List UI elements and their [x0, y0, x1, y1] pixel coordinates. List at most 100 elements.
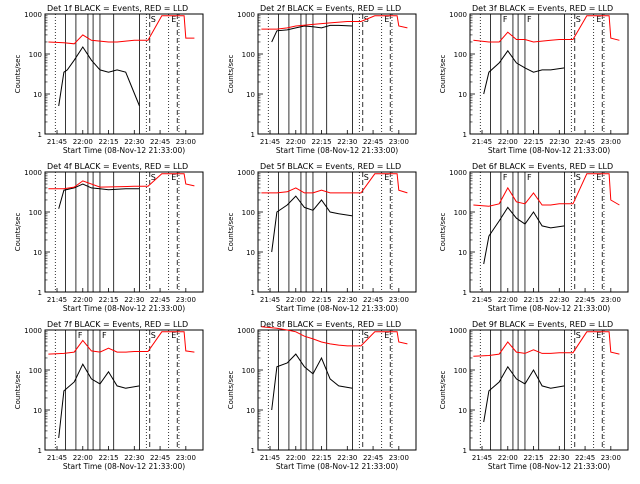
- x-tick-label: 22:15: [98, 454, 118, 462]
- y-tick-label: 1: [251, 289, 255, 297]
- series-lld-line: [48, 173, 195, 190]
- x-tick-label: 21:45: [472, 138, 492, 146]
- y-tick-label: 100: [454, 367, 467, 375]
- y-tick-label: 1000: [449, 327, 467, 335]
- y-axis-label: Counts/sec: [227, 371, 235, 410]
- y-axis-label: Counts/sec: [14, 55, 22, 94]
- x-tick-label: 22:45: [363, 454, 383, 462]
- x-tick-label: 23:00: [601, 296, 621, 304]
- x-tick-label: 22:30: [124, 138, 144, 146]
- series-lld-line: [261, 326, 408, 347]
- x-tick-label: 22:45: [150, 454, 170, 462]
- y-tick-label: 100: [242, 51, 255, 59]
- y-tick-label: 10: [458, 407, 467, 415]
- flare-label: F: [78, 331, 83, 340]
- panel-title: Det 3f BLACK = Events, RED = LLD: [472, 4, 613, 13]
- y-tick-label: 1: [38, 289, 42, 297]
- panel-det-1: Det 1f BLACK = Events, RED = LLD 1 10 100 10…: [14, 4, 204, 155]
- x-tick-label: 22:00: [286, 454, 306, 462]
- x-tick-label: 22:45: [363, 296, 383, 304]
- x-tick-label: 22:15: [311, 296, 331, 304]
- panel-det-7: Det 7f BLACK = Events, RED = LLD 1 10 100 10…: [14, 320, 204, 471]
- y-tick-label: 100: [29, 367, 42, 375]
- x-tick-label: 21:45: [47, 454, 67, 462]
- x-tick-label: 22:30: [549, 138, 569, 146]
- y-tick-label: 100: [242, 209, 255, 217]
- x-tick-label: 23:00: [601, 138, 621, 146]
- series-lld-line: [261, 173, 408, 194]
- x-axis-label: Start Time (08-Nov-12 21:33:00): [488, 146, 610, 155]
- y-axis-label: Counts/sec: [439, 55, 447, 94]
- series-events-line: [271, 195, 353, 253]
- end-marker-label: E: [384, 15, 389, 24]
- x-tick-label: 22:00: [286, 296, 306, 304]
- y-tick-label: 1000: [449, 169, 467, 177]
- end-marker-label: E: [596, 331, 601, 340]
- x-tick-label: 22:30: [337, 296, 357, 304]
- x-tick-label: 22:30: [124, 454, 144, 462]
- y-axis-label: Counts/sec: [439, 371, 447, 410]
- x-axis-label: Start Time (08-Nov-12 21:33:00): [276, 304, 398, 313]
- x-tick-label: 23:00: [389, 454, 409, 462]
- y-tick-label: 100: [29, 51, 42, 59]
- x-axis-label: Start Time (08-Nov-12 21:33:00): [276, 146, 398, 155]
- x-tick-label: 21:45: [260, 454, 280, 462]
- y-tick-label: 10: [33, 407, 42, 415]
- plot-frame: [257, 13, 417, 135]
- plot-frame: [469, 171, 629, 293]
- y-tick-label: 1: [251, 131, 255, 139]
- series-lld-line: [473, 331, 620, 357]
- series-events-line: [58, 363, 140, 439]
- x-axis-label: Start Time (08-Nov-12 21:33:00): [488, 304, 610, 313]
- start-marker-label: S: [364, 173, 369, 182]
- start-marker-label: S: [576, 15, 581, 24]
- y-tick-label: 100: [29, 209, 42, 217]
- x-tick-label: 22:00: [498, 296, 518, 304]
- plot-frame: [44, 329, 204, 451]
- start-marker-label: S: [151, 173, 156, 182]
- y-axis-label: Counts/sec: [227, 213, 235, 252]
- x-tick-label: 23:00: [601, 454, 621, 462]
- y-tick-label: 10: [33, 249, 42, 257]
- end-marker-label: E: [384, 173, 389, 182]
- x-tick-label: 23:00: [176, 454, 196, 462]
- x-tick-label: 22:00: [73, 296, 93, 304]
- x-tick-label: 22:15: [523, 454, 543, 462]
- flare-label: F: [527, 173, 532, 182]
- x-tick-label: 22:30: [549, 454, 569, 462]
- panel-title: Det 7f BLACK = Events, RED = LLD: [47, 320, 188, 329]
- series-events-line: [271, 24, 353, 43]
- x-tick-label: 21:45: [260, 138, 280, 146]
- panel-det-4: Det 4f BLACK = Events, RED = LLD 1 10 100 10…: [14, 162, 204, 313]
- x-tick-label: 21:45: [47, 138, 67, 146]
- x-tick-label: 22:15: [98, 138, 118, 146]
- x-tick-label: 22:00: [73, 454, 93, 462]
- y-axis-label: Counts/sec: [14, 371, 22, 410]
- x-tick-label: 21:45: [472, 296, 492, 304]
- y-tick-label: 1: [38, 131, 42, 139]
- x-tick-label: 21:45: [260, 296, 280, 304]
- x-tick-label: 22:15: [311, 138, 331, 146]
- panel-title: Det 8f BLACK = Events, RED = LLD: [260, 320, 401, 329]
- end-marker-label: E: [596, 15, 601, 24]
- x-axis-label: Start Time (08-Nov-12 21:33:00): [63, 462, 185, 471]
- flare-label: F: [503, 15, 508, 24]
- x-tick-label: 23:00: [389, 138, 409, 146]
- x-axis-label: Start Time (08-Nov-12 21:33:00): [63, 146, 185, 155]
- x-tick-label: 22:30: [337, 454, 357, 462]
- y-tick-label: 1: [38, 447, 42, 455]
- x-tick-label: 21:45: [47, 296, 67, 304]
- y-tick-label: 10: [458, 249, 467, 257]
- y-tick-label: 10: [458, 91, 467, 99]
- y-tick-label: 10: [246, 407, 255, 415]
- series-events-line: [58, 46, 140, 107]
- panel-title: Det 4f BLACK = Events, RED = LLD: [47, 162, 188, 171]
- series-events-line: [483, 206, 565, 265]
- series-lld-line: [261, 15, 408, 30]
- series-events-line: [483, 365, 565, 423]
- x-tick-label: 22:15: [523, 296, 543, 304]
- plot-frame: [257, 329, 417, 451]
- x-tick-label: 22:45: [150, 296, 170, 304]
- series-lld-line: [473, 15, 620, 43]
- x-tick-label: 22:00: [498, 454, 518, 462]
